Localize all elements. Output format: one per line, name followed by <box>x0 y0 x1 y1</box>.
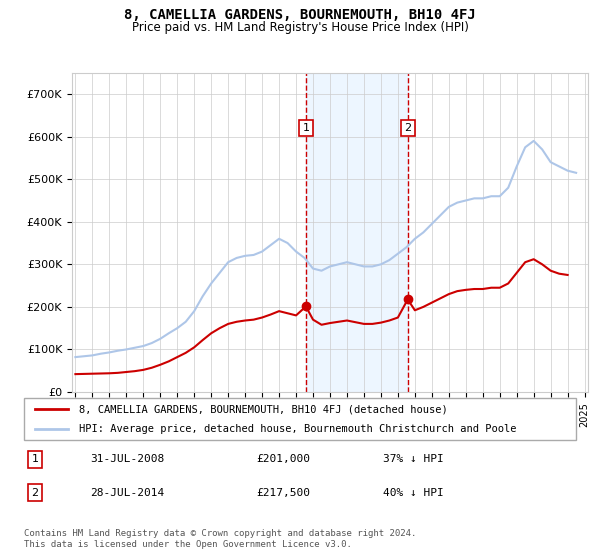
Text: 2: 2 <box>31 488 38 498</box>
Text: 1: 1 <box>302 123 310 133</box>
Text: 28-JUL-2014: 28-JUL-2014 <box>90 488 164 498</box>
Text: Contains HM Land Registry data © Crown copyright and database right 2024.
This d: Contains HM Land Registry data © Crown c… <box>24 529 416 549</box>
Text: 37% ↓ HPI: 37% ↓ HPI <box>383 454 443 464</box>
Text: Price paid vs. HM Land Registry's House Price Index (HPI): Price paid vs. HM Land Registry's House … <box>131 21 469 34</box>
Text: HPI: Average price, detached house, Bournemouth Christchurch and Poole: HPI: Average price, detached house, Bour… <box>79 424 517 434</box>
Text: 31-JUL-2008: 31-JUL-2008 <box>90 454 164 464</box>
Text: 1: 1 <box>32 454 38 464</box>
Text: 2: 2 <box>404 123 412 133</box>
Text: £217,500: £217,500 <box>256 488 310 498</box>
Text: 40% ↓ HPI: 40% ↓ HPI <box>383 488 443 498</box>
Text: £201,000: £201,000 <box>256 454 310 464</box>
Text: 8, CAMELLIA GARDENS, BOURNEMOUTH, BH10 4FJ: 8, CAMELLIA GARDENS, BOURNEMOUTH, BH10 4… <box>124 8 476 22</box>
Bar <box>306 73 408 392</box>
Text: 8, CAMELLIA GARDENS, BOURNEMOUTH, BH10 4FJ (detached house): 8, CAMELLIA GARDENS, BOURNEMOUTH, BH10 4… <box>79 404 448 414</box>
FancyBboxPatch shape <box>24 398 576 440</box>
